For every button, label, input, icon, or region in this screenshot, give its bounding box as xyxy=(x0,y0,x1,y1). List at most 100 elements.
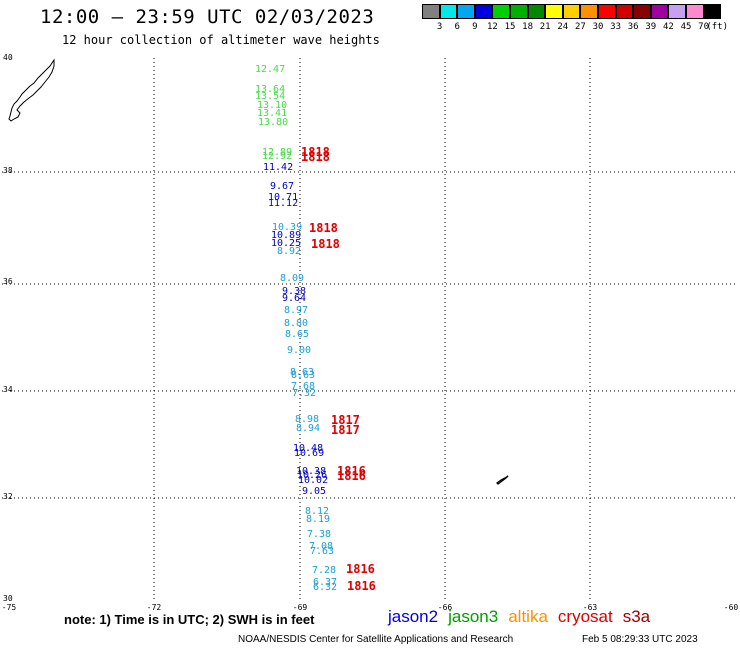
colorbar-label: 3 xyxy=(436,22,443,32)
colorbar-label: 33 xyxy=(610,22,622,32)
wave-height-label: 7.28 xyxy=(312,565,337,576)
wave-height-label: 10.48 xyxy=(293,443,324,454)
colorbar-swatch xyxy=(545,4,563,19)
wave-height-label: 10.02 xyxy=(298,475,329,486)
lon-label: -69 xyxy=(292,603,308,612)
generated-timestamp: Feb 5 08:29:33 UTC 2023 xyxy=(582,634,698,645)
wave-height-label: 8.12 xyxy=(305,506,330,517)
wave-height-label: 8.94 xyxy=(296,423,321,434)
colorbar-swatch xyxy=(457,4,475,19)
wave-height-label: 7.38 xyxy=(307,529,332,540)
legend-entry-altika: altika xyxy=(508,607,548,626)
legend-entry-jason2: jason2 xyxy=(388,607,439,626)
wave-height-colorbar xyxy=(422,4,722,20)
wave-height-label: 10.89 xyxy=(271,230,302,241)
wave-height-label: 8.92 xyxy=(277,246,302,257)
lat-label: 36 xyxy=(3,277,13,286)
colorbar-swatch xyxy=(439,4,458,19)
colorbar-swatch xyxy=(492,4,510,19)
wave-height-label: 9.00 xyxy=(287,345,312,356)
units-note: note: 1) Time is in UTC; 2) SWH is in fe… xyxy=(64,612,315,627)
lon-label: -60 xyxy=(723,603,739,612)
wave-height-label: 8.97 xyxy=(284,305,309,316)
wave-height-label: 8.98 xyxy=(295,414,320,425)
colorbar-swatch xyxy=(509,4,528,19)
colorbar-label: 18 xyxy=(522,22,534,32)
colorbar-swatch xyxy=(527,4,546,19)
wave-height-label: 13.41 xyxy=(257,108,288,119)
colorbar-label: 12 xyxy=(486,22,498,32)
wave-height-label: 10.69 xyxy=(294,448,325,459)
lon-label: -63 xyxy=(582,603,598,612)
colorbar-swatch xyxy=(703,4,722,19)
wave-height-label: 10.38 xyxy=(296,466,327,477)
wave-height-label: 7.63 xyxy=(310,546,335,557)
colorbar-label: 42 xyxy=(662,22,674,32)
colorbar-label: 45 xyxy=(680,22,692,32)
pass-time-label: 1816 xyxy=(346,562,375,576)
lat-label: 40 xyxy=(3,53,13,62)
wave-height-label: 7.68 xyxy=(291,381,316,392)
legend-entry-cryosat: cryosat xyxy=(557,607,613,626)
wave-height-label: 12.47 xyxy=(255,64,286,75)
colorbar-label: 36 xyxy=(627,22,639,32)
lon-label: -72 xyxy=(146,603,162,612)
pass-time-label: 1818 xyxy=(311,237,340,251)
pass-time-label: 1817 xyxy=(331,423,360,437)
wave-height-label: 10.71 xyxy=(268,192,299,203)
lon-label: -66 xyxy=(437,603,453,612)
wave-height-label: 6.37 xyxy=(313,577,338,588)
wave-height-label: 12.89 xyxy=(262,147,293,158)
wave-height-label: 9.67 xyxy=(270,181,295,192)
pass-time-label: 1816 xyxy=(337,464,366,478)
colorbar-label: 30 xyxy=(592,22,604,32)
wave-height-label: 9.64 xyxy=(282,293,307,304)
lat-label: 32 xyxy=(3,492,13,501)
wave-height-label: 12.92 xyxy=(262,151,293,162)
island-shape xyxy=(496,475,509,485)
coastline-shape xyxy=(8,58,55,122)
pass-time-label: 1817 xyxy=(331,413,360,427)
wave-height-label: 13.64 xyxy=(255,84,286,95)
wave-height-label: 13.10 xyxy=(257,100,288,111)
colorbar-swatch xyxy=(580,4,598,19)
wave-height-label: 9.38 xyxy=(282,286,307,297)
lat-label: 34 xyxy=(3,385,13,394)
colorbar-label: 9 xyxy=(472,22,478,32)
colorbar-label: 21 xyxy=(539,22,551,32)
wave-height-label: 6.32 xyxy=(313,582,338,593)
wave-height-label: 7.32 xyxy=(292,388,317,399)
colorbar-swatch xyxy=(562,4,581,19)
wave-height-label: 8.09 xyxy=(280,273,305,284)
legend-entry-jason3: jason3 xyxy=(448,607,499,626)
pass-time-label: 1818 xyxy=(309,221,338,235)
colorbar-swatch xyxy=(422,4,440,19)
colorbar-swatch xyxy=(615,4,634,19)
credit-text: NOAA/NESDIS Center for Satellite Applica… xyxy=(238,634,514,645)
wave-height-label: 10.39 xyxy=(272,222,303,233)
colorbar-label: 27 xyxy=(574,22,586,32)
colorbar-label: 24 xyxy=(557,22,569,32)
colorbar-swatch xyxy=(650,4,669,19)
wave-height-label: 8.80 xyxy=(284,318,309,329)
map-title: 12:00 — 23:59 UTC 02/03/2023 xyxy=(40,6,375,28)
colorbar-swatch xyxy=(474,4,493,19)
lat-label: 30 xyxy=(3,594,13,603)
colorbar-swatch xyxy=(668,4,686,19)
satellite-legend: jason2 jason3 altika cryosat s3a xyxy=(388,607,660,627)
pass-time-label: 1818 xyxy=(301,145,330,159)
wave-height-label: 7.08 xyxy=(309,541,334,552)
lon-label: -75 xyxy=(1,603,17,612)
wave-height-label: 13.54 xyxy=(255,91,286,102)
wave-height-label: 10.25 xyxy=(271,238,302,249)
wave-height-label: 13.80 xyxy=(258,117,289,128)
wave-height-label: 8.19 xyxy=(306,514,331,525)
wave-height-label: 8.63 xyxy=(290,367,315,378)
pass-time-label: 1816 xyxy=(347,579,376,593)
wave-height-label: 9.05 xyxy=(302,486,327,497)
legend-entry-s3a: s3a xyxy=(622,607,651,626)
colorbar-label: 6 xyxy=(454,22,460,32)
colorbar-swatch xyxy=(597,4,616,19)
